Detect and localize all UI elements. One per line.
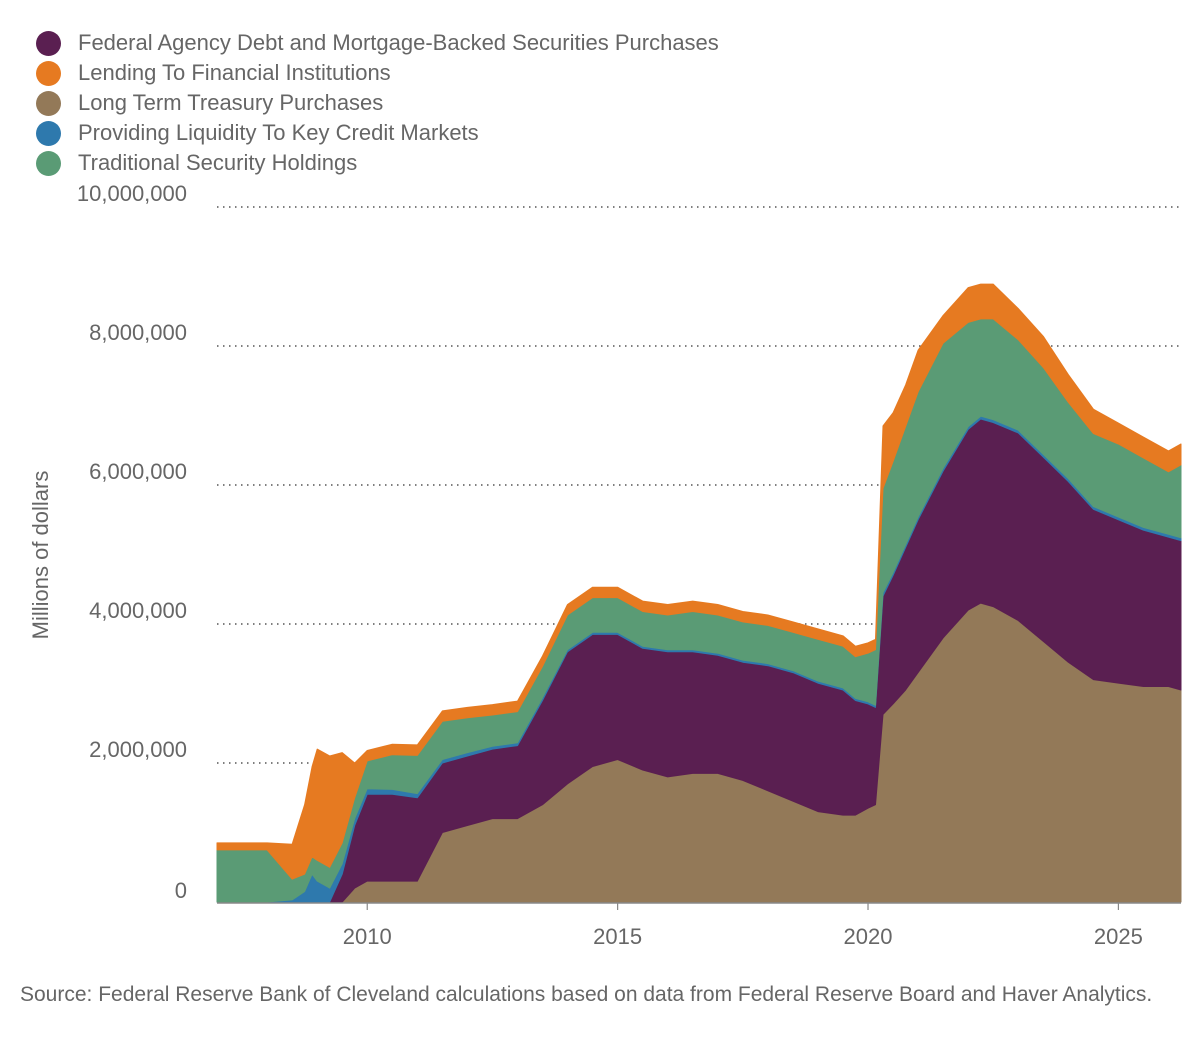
y-tick-label: 10,000,000 (77, 181, 187, 206)
x-tick-label: 2025 (1094, 924, 1143, 949)
legend-marker-long-term-treasury (36, 90, 61, 116)
area-series (216, 283, 1182, 903)
legend-label-traditional: Traditional Security Holdings (78, 150, 358, 175)
x-tick-label: 2020 (844, 924, 893, 949)
legend-marker-traditional (36, 150, 61, 176)
legend-marker-agency-mbs (36, 30, 61, 56)
legend-item-traditional[interactable]: Traditional Security Holdings (36, 148, 719, 178)
legend-label-lending: Lending To Financial Institutions (78, 60, 391, 85)
y-axis-title: Millions of dollars (28, 471, 53, 640)
y-tick-label: 6,000,000 (89, 459, 187, 484)
legend-label-agency-mbs: Federal Agency Debt and Mortgage-Backed … (78, 30, 719, 55)
y-tick-label: 8,000,000 (89, 320, 187, 345)
source-note: Source: Federal Reserve Bank of Clevelan… (20, 983, 1153, 1006)
y-tick-label: 0 (175, 878, 187, 903)
legend-item-lending[interactable]: Lending To Financial Institutions (36, 58, 719, 88)
legend-marker-lending (36, 60, 61, 86)
legend-item-long-term-treasury[interactable]: Long Term Treasury Purchases (36, 88, 719, 118)
legend-marker-liquidity (36, 120, 61, 146)
legend-label-long-term-treasury: Long Term Treasury Purchases (78, 90, 384, 115)
chart-legend: Federal Agency Debt and Mortgage-Backed … (36, 28, 719, 178)
legend-item-liquidity[interactable]: Providing Liquidity To Key Credit Market… (36, 118, 719, 148)
legend-item-agency-mbs[interactable]: Federal Agency Debt and Mortgage-Backed … (36, 28, 719, 58)
area-lending-to-financial-institutions (216, 283, 1182, 880)
legend-label-liquidity: Providing Liquidity To Key Credit Market… (78, 120, 479, 145)
y-tick-label: 4,000,000 (89, 598, 187, 623)
x-tick-label: 2010 (343, 924, 392, 949)
y-tick-label: 2,000,000 (89, 737, 187, 762)
x-tick-label: 2015 (593, 924, 642, 949)
axes: 0 2,000,000 4,000,000 6,000,000 8,000,000 10,… (77, 181, 1181, 949)
